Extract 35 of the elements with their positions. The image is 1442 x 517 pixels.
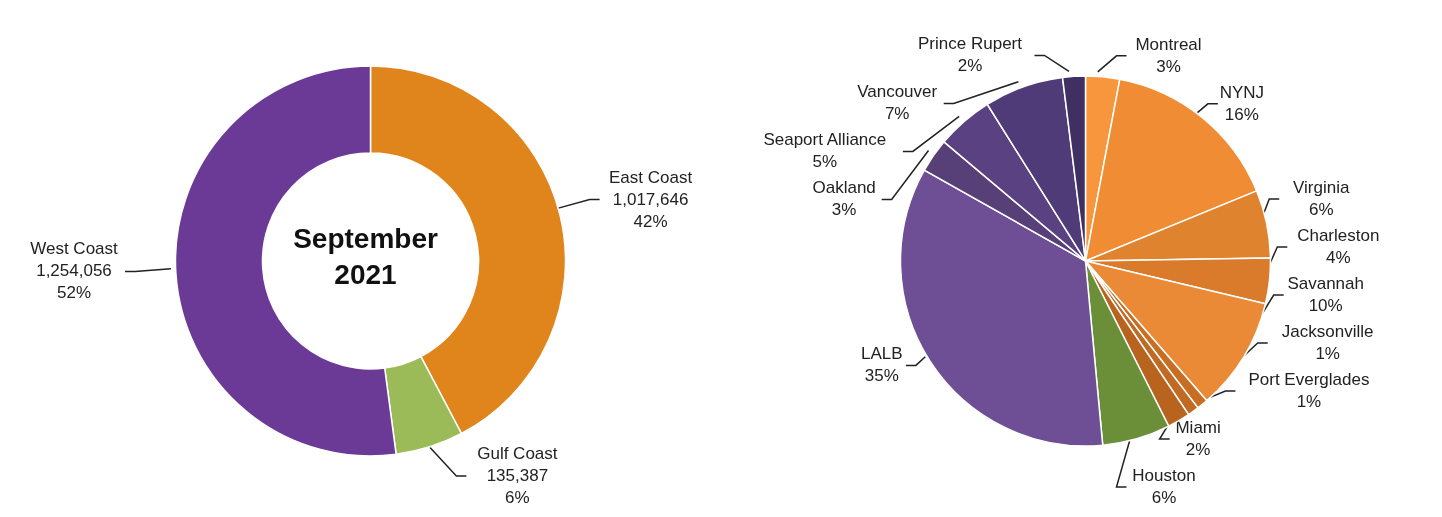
slice-label: Seaport Alliance [763,130,887,150]
data-label: 7% [884,104,910,124]
data-label: 1% [1315,344,1340,363]
data-label: 3% [831,200,857,220]
slice-label: Vancouver [857,82,938,102]
slice-label: Charleston [1297,226,1380,245]
slice-label: Savannah [1287,274,1364,293]
data-label: 3% [1156,56,1181,76]
data-label: 1,017,646 42% [612,189,689,231]
slice-label: West Coast [30,239,119,259]
slice-label: LALB [861,344,903,364]
data-label: 6% [1151,488,1177,507]
slice-label: East Coast [609,167,693,187]
slice-label: Oakland [812,178,876,198]
slice-label: Port Everglades [1248,370,1370,389]
slice-label: Houston [1132,466,1196,485]
slice-label: Miami [1175,418,1221,437]
data-label: 2% [957,56,983,76]
slice-label: NYNJ [1219,82,1265,102]
data-label: 2% [1185,440,1211,459]
data-label: 10% [1308,296,1343,315]
slice-label: Gulf Coast [477,444,558,463]
data-label: 5% [812,152,838,172]
data-label: 1,254,056 52% [36,261,112,303]
data-label: 35% [864,366,899,386]
data-label: 135,387 6% [486,466,549,507]
slice-label: Jacksonville [1281,322,1374,341]
data-label: 16% [1224,104,1259,124]
data-label: 1% [1296,392,1322,411]
slice-label: Montreal [1135,34,1202,54]
text: September 2021 [293,223,438,290]
data-label: 6% [1308,200,1334,219]
data-label: 4% [1326,248,1351,267]
slice-label: Prince Rupert [918,34,1023,54]
slice-label: Virginia [1293,178,1350,197]
